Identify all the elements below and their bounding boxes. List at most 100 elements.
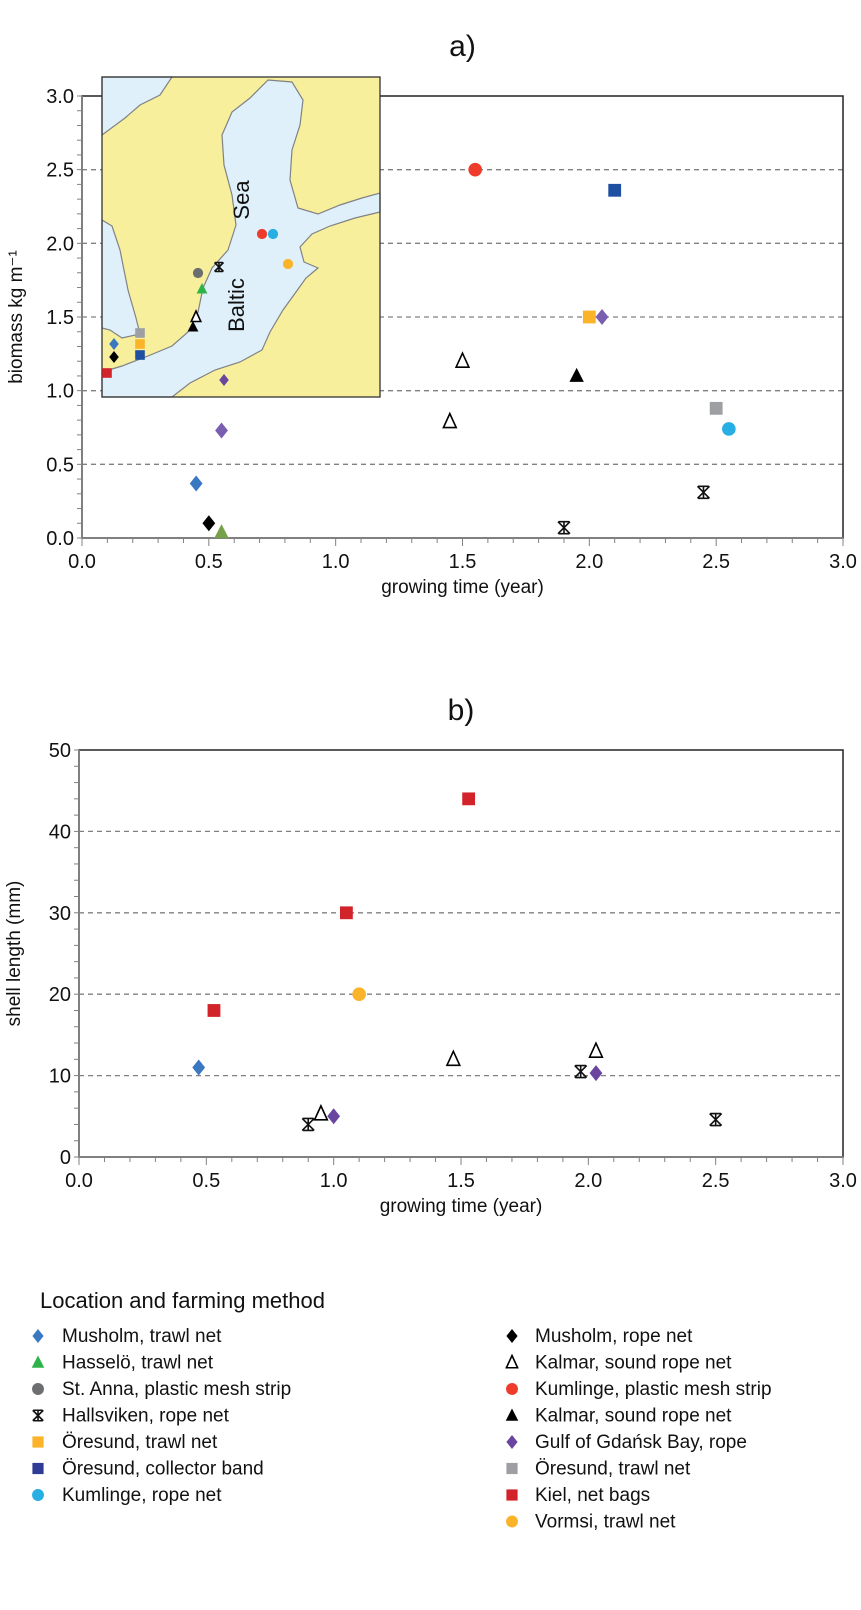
diamond-marker bbox=[32, 1329, 44, 1343]
legend: Location and farming method Musholm, traw… bbox=[31, 1288, 772, 1533]
circle-marker bbox=[506, 1515, 518, 1528]
map-sea bbox=[101, 218, 141, 339]
legend-item: Kumlinge, rope net bbox=[32, 1485, 222, 1506]
diamond-marker bbox=[192, 1059, 206, 1076]
asterisk-marker bbox=[557, 520, 571, 535]
diamond-marker bbox=[109, 338, 119, 350]
triangle-marker bbox=[196, 283, 208, 294]
circle-marker bbox=[32, 1383, 44, 1395]
square-marker bbox=[506, 1462, 518, 1475]
legend-marker bbox=[506, 1435, 518, 1449]
diamond-marker bbox=[215, 422, 228, 439]
legend-label: Vormsi, trawl net bbox=[535, 1512, 676, 1533]
x-tick-label: 1.0 bbox=[320, 1170, 348, 1192]
circle-marker bbox=[32, 1489, 44, 1501]
data-point bbox=[582, 310, 596, 324]
map-label-sea: Sea bbox=[229, 180, 254, 220]
circle-marker bbox=[256, 228, 268, 240]
data-point bbox=[454, 351, 471, 369]
y-tick-label: 1.5 bbox=[46, 307, 74, 329]
asterisk-marker bbox=[696, 485, 711, 500]
x-tick-label: 0.0 bbox=[65, 1170, 93, 1192]
data-point bbox=[588, 1041, 604, 1058]
triangle-marker bbox=[569, 367, 584, 382]
diamond-marker bbox=[109, 351, 119, 363]
x-axis-label: growing time (year) bbox=[380, 1196, 543, 1217]
map-border bbox=[101, 76, 381, 398]
legend-label: St. Anna, plastic mesh strip bbox=[62, 1379, 291, 1400]
x-axis-label: growing time (year) bbox=[381, 577, 544, 598]
square-marker bbox=[32, 1462, 44, 1475]
x-tick-label: 3.0 bbox=[829, 1170, 857, 1192]
data-point bbox=[313, 1103, 329, 1121]
triangle-marker bbox=[187, 321, 199, 332]
x-tick-label: 2.5 bbox=[702, 1170, 730, 1192]
legend-item: Kumlinge, plastic mesh strip bbox=[506, 1379, 772, 1400]
circle-marker bbox=[192, 267, 204, 279]
legend-label: Öresund, trawl net bbox=[62, 1432, 218, 1453]
circle-marker bbox=[468, 162, 482, 177]
open-triangle-marker bbox=[189, 309, 203, 323]
circle-marker bbox=[267, 228, 279, 240]
x-tick-label: 1.0 bbox=[322, 551, 350, 573]
legend-label: Kumlinge, rope net bbox=[62, 1485, 222, 1506]
triangle-marker bbox=[214, 524, 229, 539]
open-triangle-marker bbox=[442, 411, 458, 429]
open-triangle-marker bbox=[454, 351, 471, 369]
legend-item: Öresund, trawl net bbox=[506, 1459, 691, 1480]
square-marker bbox=[135, 350, 145, 360]
y-tick-label: 10 bbox=[49, 1066, 71, 1088]
triangle-marker bbox=[505, 1408, 519, 1421]
x-tick-label: 3.0 bbox=[829, 551, 857, 573]
y-tick-label: 2.0 bbox=[46, 233, 74, 255]
legend-marker bbox=[505, 1408, 519, 1421]
data-point bbox=[189, 475, 203, 492]
legend-label: Öresund, collector band bbox=[62, 1459, 264, 1480]
triangle-marker bbox=[31, 1355, 45, 1368]
map-site-marker bbox=[135, 350, 145, 360]
x-tick-label: 0.5 bbox=[195, 551, 223, 573]
legend-item: Hasselö, trawl net bbox=[31, 1353, 214, 1374]
map-site-marker bbox=[192, 267, 204, 279]
legend-marker bbox=[506, 1489, 518, 1501]
map-label-baltic: Baltic bbox=[224, 278, 249, 332]
asterisk-marker bbox=[213, 261, 225, 273]
y-tick-label: 20 bbox=[49, 984, 71, 1006]
data-point bbox=[709, 401, 723, 415]
asterisk-marker bbox=[709, 1112, 723, 1127]
legend-item: Kalmar, sound rope net bbox=[505, 1406, 732, 1427]
map-site-marker bbox=[256, 228, 268, 240]
chart-a: a) 0.0 0.5 1.0 1.5 2.0 2.5 3.0 0.0 0.5 1.0 1.5 2.0 2.… bbox=[6, 30, 857, 598]
open-triangle-marker bbox=[313, 1103, 329, 1121]
legend-marker bbox=[31, 1355, 45, 1368]
circle-marker bbox=[506, 1383, 518, 1395]
data-point bbox=[462, 792, 476, 806]
chart-title: a) bbox=[449, 30, 476, 63]
legend-item: Öresund, trawl net bbox=[32, 1432, 218, 1453]
asterisk-marker bbox=[301, 1117, 315, 1132]
data-point bbox=[327, 1108, 341, 1125]
diamond-marker bbox=[506, 1329, 518, 1343]
legend-marker bbox=[506, 1329, 518, 1343]
x-tick-label: 1.5 bbox=[449, 551, 477, 573]
x-tick-label: 2.0 bbox=[574, 1170, 602, 1192]
plot-frame bbox=[78, 749, 844, 1158]
legend-marker bbox=[506, 1462, 518, 1475]
legend-title: Location and farming method bbox=[40, 1288, 325, 1313]
diamond-marker bbox=[595, 309, 609, 325]
map-site-marker bbox=[267, 228, 279, 240]
open-triangle-marker bbox=[588, 1041, 604, 1058]
map-sea bbox=[101, 79, 381, 398]
data-point bbox=[557, 520, 571, 535]
legend-item: Musholm, rope net bbox=[506, 1326, 693, 1347]
circle-marker bbox=[352, 987, 366, 1001]
legend-item: Öresund, collector band bbox=[32, 1459, 264, 1480]
legend-label: Gulf of Gdańsk Bay, rope bbox=[535, 1432, 747, 1453]
diamond-marker bbox=[202, 515, 216, 532]
map-site-marker bbox=[102, 368, 112, 378]
square-marker bbox=[135, 339, 145, 349]
data-point bbox=[696, 485, 711, 500]
legend-item: Kalmar, sound rope net bbox=[505, 1353, 732, 1374]
data-point bbox=[214, 524, 229, 539]
legend-label: Hallsviken, rope net bbox=[62, 1406, 230, 1427]
